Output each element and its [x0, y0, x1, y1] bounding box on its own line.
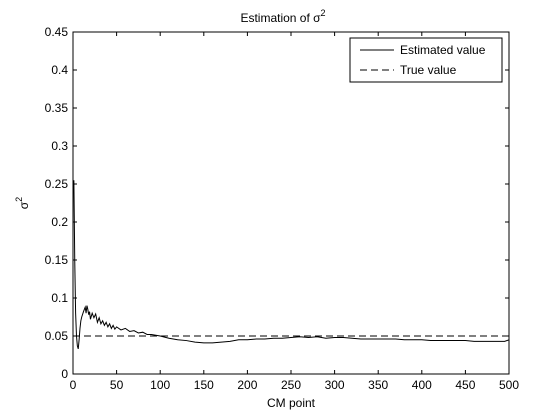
x-tick-label: 450 [455, 378, 475, 392]
y-tick-label: 0.05 [45, 329, 69, 343]
x-tick-label: 0 [70, 378, 77, 392]
y-axis-ticks: 0 0.05 0.1 0.15 0.2 0.25 0.3 0.35 0.4 0.45 [45, 25, 509, 381]
x-tick-label: 400 [412, 378, 432, 392]
y-axis-label-text: σ [17, 201, 31, 209]
y-tick-label: 0 [61, 367, 68, 381]
legend-box [349, 37, 503, 83]
chart-title-superscript: 2 [321, 8, 326, 18]
y-tick-label: 0.15 [45, 253, 69, 267]
x-tick-label: 350 [368, 378, 388, 392]
x-tick-label: 50 [110, 378, 124, 392]
x-tick-label: 250 [281, 378, 301, 392]
legend-label-true: True value [400, 63, 457, 77]
y-tick-label: 0.25 [45, 177, 69, 191]
x-axis-label: CM point [267, 396, 316, 410]
series-line-estimated-value [73, 180, 510, 350]
series-layer [73, 180, 510, 350]
y-tick-label: 0.35 [45, 101, 69, 115]
x-axis-ticks: 0 50 100 150 200 250 300 350 400 450 500 [70, 32, 519, 392]
y-tick-label: 0.2 [51, 215, 68, 229]
x-tick-label: 300 [325, 378, 345, 392]
legend: Estimated value True value [349, 37, 503, 83]
x-tick-label: 200 [237, 378, 257, 392]
y-axis-label-group: σ2 [14, 197, 31, 209]
chart-title: Estimation of σ2 [240, 8, 325, 25]
y-tick-label: 0.3 [51, 139, 68, 153]
y-tick-label: 0.45 [45, 25, 69, 39]
chart-title-text: Estimation of σ [240, 11, 321, 25]
x-tick-label: 100 [150, 378, 170, 392]
y-axis-label-superscript: 2 [14, 197, 24, 202]
legend-label-estimated: Estimated value [400, 43, 486, 57]
y-axis-label: σ2 [14, 197, 31, 209]
x-tick-label: 150 [194, 378, 214, 392]
y-tick-label: 0.1 [51, 291, 68, 305]
y-tick-label: 0.4 [51, 63, 68, 77]
x-tick-label: 500 [499, 378, 519, 392]
plot-area [72, 31, 510, 375]
